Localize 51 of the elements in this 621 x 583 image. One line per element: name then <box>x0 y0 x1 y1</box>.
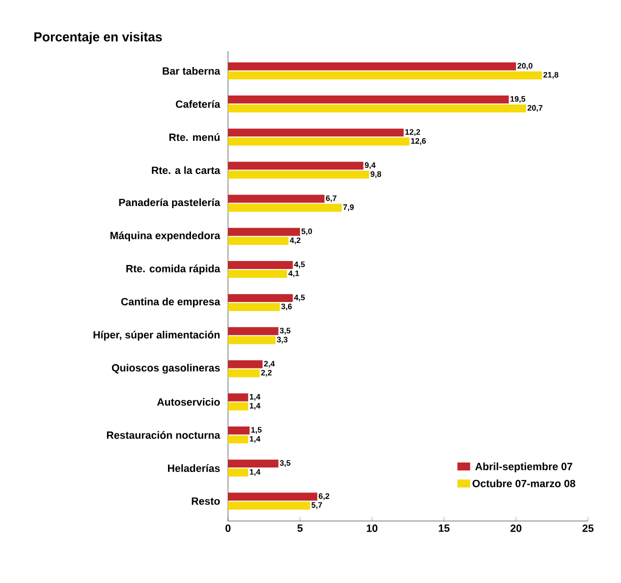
bar <box>228 303 280 312</box>
bar <box>228 492 318 501</box>
y-tick-label: Cantina de empresa <box>121 298 220 308</box>
bar <box>228 502 310 510</box>
bar <box>228 228 300 236</box>
x-tick-label: 0 <box>226 524 230 532</box>
y-tick-label: Rte. comida rápida <box>126 264 220 274</box>
bar <box>228 95 509 104</box>
bar <box>228 204 342 212</box>
bar <box>228 369 260 378</box>
bar <box>228 162 364 170</box>
y-tick-label: Restauración nocturna <box>107 431 220 439</box>
bar <box>228 336 276 344</box>
bar <box>228 270 288 278</box>
bar <box>228 402 248 410</box>
bar <box>228 104 526 112</box>
bar <box>228 260 293 269</box>
y-tick-label: Máquina expendedora <box>110 231 220 242</box>
bar <box>228 468 248 477</box>
x-tick-label: 15 <box>438 524 450 532</box>
y-tick-label: Rte. a la carta <box>152 166 220 174</box>
bar <box>228 71 542 80</box>
bar <box>228 128 404 137</box>
y-tick-label: Cafetería <box>176 100 220 108</box>
bar <box>228 170 370 179</box>
x-tick-label: 5 <box>297 524 303 532</box>
y-tick-label: Híper, súper alimentación <box>94 330 220 341</box>
bar <box>228 435 248 444</box>
bar <box>228 138 410 146</box>
bar <box>228 194 324 203</box>
x-tick-label: 20 <box>510 524 522 532</box>
y-tick-label: Panadería pastelería <box>119 198 220 208</box>
y-tick-label: Rte. menú <box>169 133 220 141</box>
y-tick-label: Resto <box>192 498 220 505</box>
y-tick-label: Bar taberna <box>162 67 220 75</box>
bar <box>228 236 288 245</box>
text: Porcentaje en visitas <box>34 32 162 44</box>
bar <box>228 294 293 302</box>
bar <box>228 426 250 434</box>
y-tick-label: Quioscos gasolineras <box>112 364 220 374</box>
x-tick-label: 10 <box>366 524 378 532</box>
bar <box>228 327 278 336</box>
bar <box>228 460 278 468</box>
x-tick-label: 25 <box>582 524 594 532</box>
legend-label: Octubre 07-marzo 08 <box>472 480 576 488</box>
bar <box>228 393 248 402</box>
bar <box>228 62 516 70</box>
legend-label: Abril-septiembre 07 <box>475 462 572 472</box>
y-tick-label: Autoservicio <box>157 398 220 406</box>
bar <box>228 360 263 368</box>
y-tick-label: Heladerías <box>168 464 220 472</box>
